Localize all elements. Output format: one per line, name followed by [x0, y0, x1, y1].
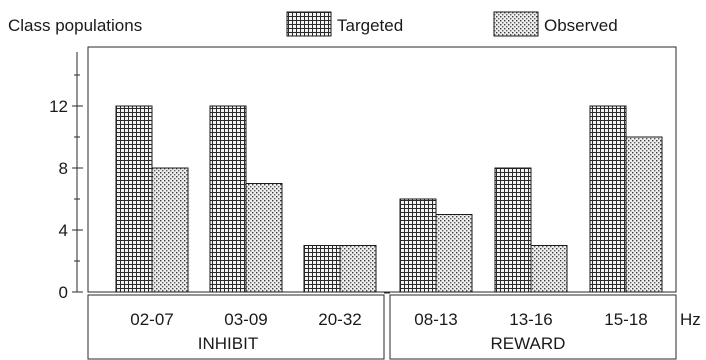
- y-ticks: 0 4 8 12: [49, 74, 83, 302]
- bar-observed-20-32: [339, 245, 377, 293]
- x-tick-label-03-09: 03-09: [224, 310, 267, 329]
- bar-observed-02-07: [151, 167, 189, 293]
- bar-targeted-03-09: [209, 105, 247, 293]
- group-box-reward: [389, 294, 677, 360]
- y-axis-label: Class populations: [8, 16, 142, 35]
- bar-observed-03-09: [245, 183, 283, 293]
- legend-label-targeted: Targeted: [337, 16, 403, 35]
- bars: [115, 105, 663, 293]
- bar-observed-08-13: [435, 214, 473, 293]
- group-label-inhibit: INHIBIT: [198, 334, 258, 353]
- y-tick-label: 8: [59, 159, 68, 178]
- y-tick-label: 4: [59, 221, 68, 240]
- legend-label-observed: Observed: [544, 16, 618, 35]
- x-tick-label-20-32: 20-32: [318, 310, 361, 329]
- bar-targeted-20-32: [303, 245, 341, 293]
- y-tick-label: 0: [59, 283, 68, 302]
- bar-targeted-13-16: [494, 167, 532, 293]
- legend-swatch-observed: [493, 11, 539, 37]
- x-tick-label-08-13: 08-13: [414, 310, 457, 329]
- legend-swatch-targeted: [286, 11, 332, 37]
- plot-area: [87, 46, 677, 293]
- legend: Targeted Observed: [286, 11, 618, 37]
- group-box-inhibit: [87, 294, 385, 360]
- x-tick-label-02-07: 02-07: [130, 310, 173, 329]
- bar-targeted-15-18: [589, 105, 627, 293]
- x-unit-label: Hz: [680, 310, 701, 329]
- bar-targeted-02-07: [115, 105, 153, 293]
- bar-observed-13-16: [530, 245, 568, 293]
- bar-observed-15-18: [625, 136, 663, 293]
- group-label-reward: REWARD: [491, 334, 566, 353]
- x-tick-label-13-16: 13-16: [509, 310, 552, 329]
- bar-targeted-08-13: [399, 198, 437, 293]
- x-tick-label-15-18: 15-18: [604, 310, 647, 329]
- y-tick-label: 12: [49, 97, 68, 116]
- x-tick-labels: 02-07 03-09 20-32 08-13 13-16 15-18: [130, 310, 647, 329]
